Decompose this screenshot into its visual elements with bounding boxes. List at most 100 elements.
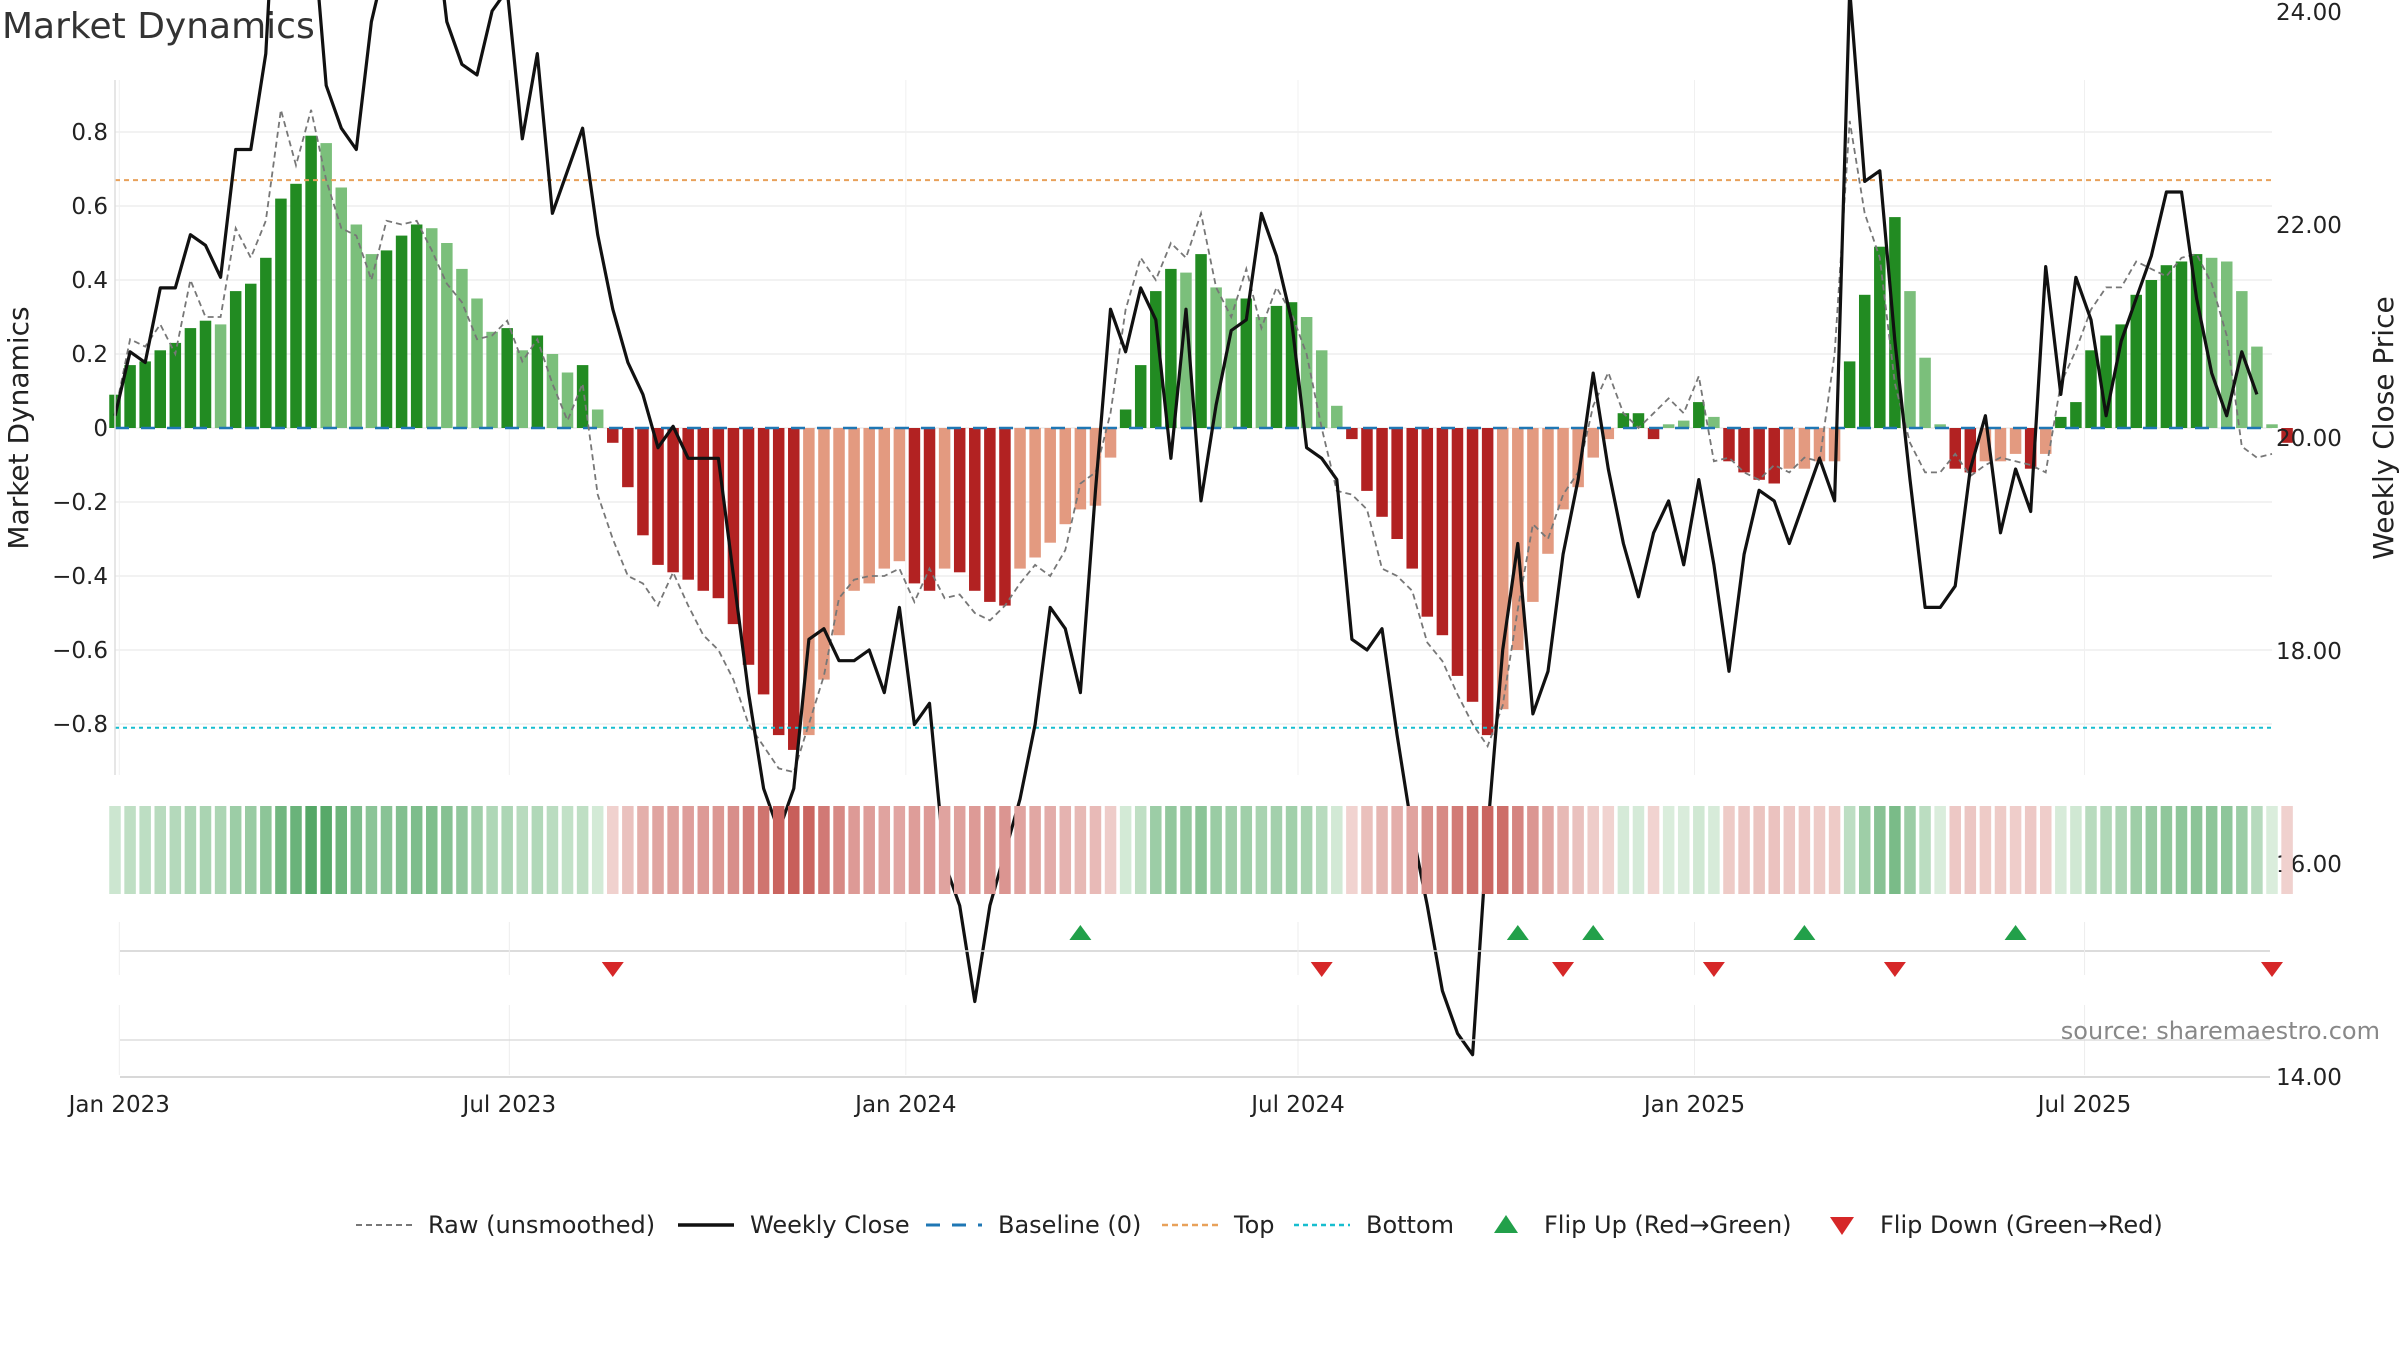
market-dynamics-bar: [2115, 324, 2127, 428]
regime-cell: [124, 806, 136, 894]
market-dynamics-bar: [1315, 350, 1328, 428]
regime-cell: [441, 806, 453, 894]
market-dynamics-bar: [1662, 424, 1675, 428]
regime-cell: [833, 806, 845, 894]
y-tick-label: −0.2: [52, 490, 108, 516]
regime-cell: [757, 806, 770, 894]
y-tick-label: −0.4: [52, 564, 108, 590]
market-dynamics-bar: [2175, 261, 2188, 428]
regime-cell: [1044, 806, 1056, 894]
regime-cell: [245, 806, 257, 894]
y2-tick-label: 20.00: [2276, 426, 2342, 452]
regime-cell: [622, 806, 634, 894]
market-dynamics-bar: [923, 428, 936, 591]
regime-cell: [275, 806, 287, 894]
market-dynamics-bar: [1768, 428, 1780, 484]
chart-title: Market Dynamics: [2, 6, 315, 47]
regime-cell: [1858, 806, 1871, 894]
regime-cell: [426, 806, 438, 894]
market-dynamics-bar: [652, 428, 664, 565]
market-dynamics-bar: [1934, 424, 1946, 428]
market-dynamics-bar: [938, 428, 951, 569]
regime-cell: [229, 806, 242, 894]
regime-cell: [727, 806, 740, 894]
legend-label: Raw (unsmoothed): [428, 1211, 655, 1239]
market-dynamics-bar: [1044, 428, 1056, 543]
y-tick-label: −0.6: [52, 638, 108, 664]
regime-cell: [1165, 806, 1177, 894]
regime-cell: [365, 806, 378, 894]
regime-cell: [1104, 806, 1117, 894]
regime-cell: [2070, 806, 2082, 894]
market-dynamics-bar: [1527, 428, 1539, 602]
regime-cell: [410, 806, 423, 894]
regime-cell: [1889, 806, 1901, 894]
regime-cell: [878, 806, 891, 894]
regime-cell: [1481, 806, 1494, 894]
market-dynamics-bar: [772, 428, 785, 736]
regime-cell: [1150, 806, 1162, 894]
regime-cell: [1994, 806, 2007, 894]
market-dynamics-bar: [1994, 428, 2007, 462]
market-dynamics-bar: [1783, 428, 1796, 469]
market-dynamics-bar: [2236, 291, 2248, 428]
market-dynamics-bar: [893, 428, 906, 562]
market-dynamics-bar: [2024, 428, 2037, 469]
market-dynamics-bar: [441, 243, 453, 428]
regime-cell: [1270, 806, 1283, 894]
market-dynamics-bar: [531, 335, 544, 428]
market-dynamics-bar: [2266, 424, 2278, 428]
market-dynamics-bar: [788, 428, 800, 750]
market-dynamics-bar: [1738, 428, 1750, 473]
market-dynamics-bar: [1014, 428, 1026, 569]
market-dynamics-bar: [1587, 428, 1599, 458]
x-tick-label: Jan 2025: [1642, 1092, 1745, 1118]
x-tick-label: Jul 2023: [461, 1092, 557, 1118]
regime-cell: [667, 806, 679, 894]
regime-cell: [1029, 806, 1041, 894]
market-dynamics-bar: [1617, 413, 1630, 428]
legend-label: Top: [1233, 1211, 1275, 1239]
market-dynamics-bar: [199, 320, 212, 428]
regime-cell: [1451, 806, 1464, 894]
regime-cell: [1180, 806, 1192, 894]
regime-cell: [1542, 806, 1554, 894]
market-dynamics-bar: [622, 428, 634, 488]
regime-cell: [893, 806, 906, 894]
market-dynamics-bar: [1964, 428, 1977, 473]
regime-cell: [697, 806, 710, 894]
x-tick-label: Jul 2025: [2036, 1092, 2132, 1118]
regime-cell: [109, 806, 121, 894]
y-tick-label: 0.2: [71, 342, 108, 368]
market-dynamics-bar: [1858, 294, 1871, 428]
regime-cell: [1738, 806, 1750, 894]
regime-cell: [546, 806, 559, 894]
flip-up-marker: [1506, 925, 1529, 940]
market-dynamics-bar: [1572, 428, 1584, 488]
market-dynamics-bar: [1180, 272, 1192, 428]
regime-cell: [1255, 806, 1268, 894]
legend-label: Bottom: [1366, 1211, 1454, 1239]
regime-cell: [1602, 806, 1615, 894]
regime-cell: [199, 806, 212, 894]
flip-down-icon: [1830, 1217, 1854, 1235]
flip-panel: [118, 922, 2283, 1078]
regime-cell: [652, 806, 664, 894]
regime-cell: [923, 806, 936, 894]
market-dynamics-bar: [1843, 361, 1856, 428]
market-dynamics-bar: [712, 428, 725, 599]
market-dynamics-bar: [1074, 428, 1087, 510]
weekly-close-line: [113, 0, 2259, 1057]
market-dynamics-bar: [2251, 346, 2263, 428]
regime-cell: [260, 806, 272, 894]
market-dynamics-bars: [109, 135, 2293, 750]
market-dynamics-bar: [2160, 265, 2173, 428]
regime-cell: [1979, 806, 1992, 894]
regime-cell: [1240, 806, 1253, 894]
regime-cell: [320, 806, 332, 894]
market-dynamics-bar: [1165, 268, 1177, 428]
regime-cell: [486, 806, 498, 894]
market-dynamics-bar: [1210, 287, 1222, 428]
market-dynamics-bar: [1466, 428, 1479, 702]
market-dynamics-bar: [697, 428, 710, 591]
